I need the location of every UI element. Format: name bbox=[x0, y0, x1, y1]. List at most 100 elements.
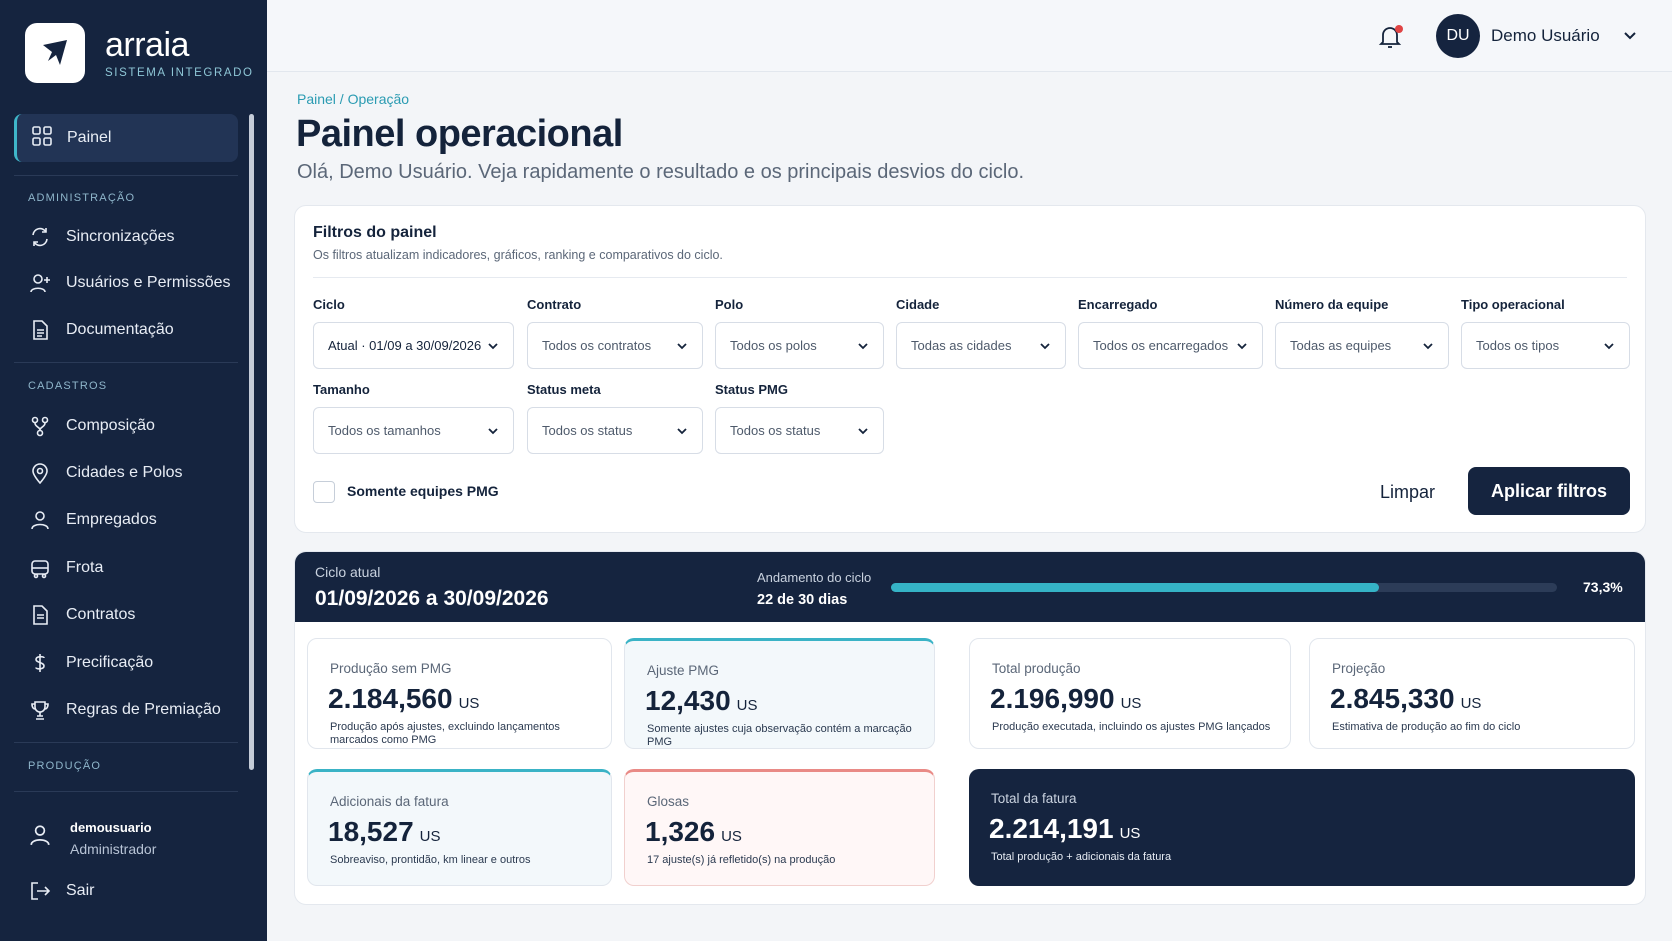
cycle-panel: Ciclo atual 01/09/2026 a 30/09/2026 Anda… bbox=[294, 551, 1646, 905]
user-role: Administrador bbox=[70, 841, 157, 857]
kpi-card-total-fatura: Total da fatura 2.214,191 US Total produç… bbox=[969, 769, 1635, 886]
kpi-description: Somente ajustes cuja observação contém a… bbox=[647, 723, 912, 748]
divider bbox=[14, 791, 238, 792]
filter-label-status-pmg: Status PMG bbox=[715, 382, 788, 397]
filter-value: Todos os status bbox=[542, 423, 633, 438]
kpi-number: 2.196,990 bbox=[990, 683, 1115, 714]
kpi-value: 2.845,330 US bbox=[1330, 683, 1481, 715]
filter-select-cidade[interactable]: Todas as cidades bbox=[896, 322, 1066, 369]
kpi-unit: US bbox=[721, 828, 742, 845]
kpi-number: 1,326 bbox=[645, 816, 716, 847]
pmg-only-label[interactable]: Somente equipes PMG bbox=[347, 483, 499, 499]
sidebar-item-usuarios[interactable]: Usuários e Permissões bbox=[28, 268, 231, 298]
filter-select-tamanho[interactable]: Todos os tamanhos bbox=[313, 407, 514, 454]
kpi-card-total-producao: Total produção 2.196,990 US Produção exec… bbox=[969, 638, 1291, 749]
filter-value: Todos os encarregados bbox=[1093, 338, 1229, 353]
kpi-label: Produção sem PMG bbox=[330, 661, 452, 676]
notification-bell-icon[interactable] bbox=[1378, 24, 1402, 55]
filter-label-contrato: Contrato bbox=[527, 297, 582, 312]
document-icon bbox=[28, 318, 52, 342]
logo-icon bbox=[25, 23, 85, 83]
kpi-label: Total produção bbox=[992, 661, 1081, 676]
sidebar-item-empregados[interactable]: Empregados bbox=[28, 505, 157, 535]
scrollbar-thumb[interactable] bbox=[249, 114, 254, 770]
sidebar-scrollbar[interactable] bbox=[249, 114, 254, 770]
fork-icon bbox=[28, 414, 52, 438]
chevron-down-icon[interactable] bbox=[1623, 29, 1637, 48]
filter-select-encarregado[interactable]: Todos os encarregados bbox=[1078, 322, 1263, 369]
breadcrumb[interactable]: Painel / Operação bbox=[297, 91, 410, 107]
sidebar-user[interactable]: demousuario Administrador bbox=[28, 820, 156, 857]
filter-label-polo: Polo bbox=[715, 297, 744, 312]
sidebar-item-contratos[interactable]: Contratos bbox=[28, 600, 135, 630]
cycle-progress-fill bbox=[891, 583, 1380, 592]
kpi-unit: US bbox=[1119, 825, 1141, 842]
filter-select-ciclo[interactable]: Atual · 01/09 a 30/09/2026 bbox=[313, 322, 514, 369]
chevron-down-icon bbox=[676, 340, 688, 355]
filter-select-contrato[interactable]: Todos os contratos bbox=[527, 322, 703, 369]
pmg-only-checkbox[interactable] bbox=[313, 481, 335, 503]
sidebar-item-documentacao[interactable]: Documentação bbox=[28, 315, 174, 345]
logout-label: Sair bbox=[66, 882, 95, 899]
kpi-number: 12,430 bbox=[645, 685, 731, 716]
filter-label-numero-equipe: Número da equipe bbox=[1275, 297, 1389, 312]
brand-subtitle: SISTEMA INTEGRADO bbox=[105, 67, 254, 79]
cycle-bar: Ciclo atual 01/09/2026 a 30/09/2026 Anda… bbox=[295, 552, 1645, 622]
filter-select-status-meta[interactable]: Todos os status bbox=[527, 407, 703, 454]
chevron-down-icon bbox=[1236, 340, 1248, 355]
user-name: demousuario bbox=[70, 820, 152, 835]
filter-value: Todos os tipos bbox=[1476, 338, 1560, 353]
filter-value: Atual · 01/09 a 30/09/2026 bbox=[328, 338, 482, 353]
filter-label-tamanho: Tamanho bbox=[313, 382, 370, 397]
kpi-unit: US bbox=[1120, 695, 1142, 712]
kpi-value: 2.196,990 US bbox=[990, 683, 1141, 715]
sync-icon bbox=[28, 225, 52, 249]
dollar-icon bbox=[28, 651, 52, 675]
filter-select-tipo-operacional[interactable]: Todos os tipos bbox=[1461, 322, 1630, 369]
apply-filters-button[interactable]: Aplicar filtros bbox=[1468, 467, 1630, 515]
chevron-down-icon bbox=[487, 425, 499, 440]
filter-label-encarregado: Encarregado bbox=[1078, 297, 1158, 312]
filter-value: Todos os status bbox=[730, 423, 821, 438]
sidebar-item-painel[interactable]: Painel bbox=[14, 114, 238, 162]
kpi-description: 17 ajuste(s) já refletido(s) na produção bbox=[647, 854, 836, 866]
kpi-card-ajuste-pmg: Ajuste PMG 12,430 US Somente ajustes cuja… bbox=[624, 638, 935, 749]
map-pin-icon bbox=[28, 461, 52, 485]
sidebar-item-cidades-polos[interactable]: Cidades e Polos bbox=[28, 458, 183, 488]
contract-icon bbox=[28, 603, 52, 627]
chevron-down-icon bbox=[1603, 340, 1615, 355]
kpi-label: Adicionais da fatura bbox=[330, 794, 449, 809]
top-user-name[interactable]: Demo Usuário bbox=[1491, 26, 1600, 45]
filter-select-status-pmg[interactable]: Todos os status bbox=[715, 407, 884, 454]
divider bbox=[14, 362, 238, 363]
kpi-value: 18,527 US bbox=[328, 816, 440, 848]
filter-value: Todos os contratos bbox=[542, 338, 652, 353]
sidebar-item-precificacao[interactable]: Precificação bbox=[28, 648, 153, 678]
brand[interactable]: arraia SISTEMA INTEGRADO bbox=[25, 23, 254, 83]
avatar[interactable]: DU bbox=[1436, 14, 1480, 58]
cycle-range: 01/09/2026 a 30/09/2026 bbox=[315, 587, 549, 610]
sidebar-item-regras-premiacao[interactable]: Regras de Premiação bbox=[28, 695, 221, 725]
kpi-card-adicionais-fatura: Adicionais da fatura 18,527 US Sobreaviso… bbox=[307, 769, 612, 886]
kpi-description: Produção executada, incluindo os ajustes… bbox=[992, 721, 1271, 733]
chevron-down-icon bbox=[487, 340, 499, 355]
logout-button[interactable]: Sair bbox=[28, 876, 94, 906]
sidebar-item-frota[interactable]: Frota bbox=[28, 553, 103, 583]
filter-select-numero-equipe[interactable]: Todas as equipes bbox=[1275, 322, 1449, 369]
sidebar-item-sincronizacoes[interactable]: Sincronizações bbox=[28, 222, 175, 252]
kpi-card-glosas: Glosas 1,326 US 17 ajuste(s) já refletido… bbox=[624, 769, 935, 886]
clear-button[interactable]: Limpar bbox=[1380, 482, 1436, 502]
filter-value: Todas as cidades bbox=[911, 338, 1012, 353]
filter-select-polo[interactable]: Todos os polos bbox=[715, 322, 884, 369]
divider bbox=[313, 277, 1627, 278]
kpi-description: Total produção + adicionais da fatura bbox=[991, 851, 1172, 863]
filters-title: Filtros do painel bbox=[313, 224, 437, 241]
sidebar-item-label: Painel bbox=[67, 129, 112, 146]
person-icon bbox=[28, 823, 52, 847]
sidebar-item-label: Regras de Premiação bbox=[66, 701, 221, 718]
grid-icon bbox=[31, 125, 53, 152]
kpi-unit: US bbox=[1460, 695, 1482, 712]
section-label-cadastros: CADASTROS bbox=[28, 380, 108, 392]
sidebar-item-composicao[interactable]: Composição bbox=[28, 411, 155, 441]
chevron-down-icon bbox=[676, 425, 688, 440]
